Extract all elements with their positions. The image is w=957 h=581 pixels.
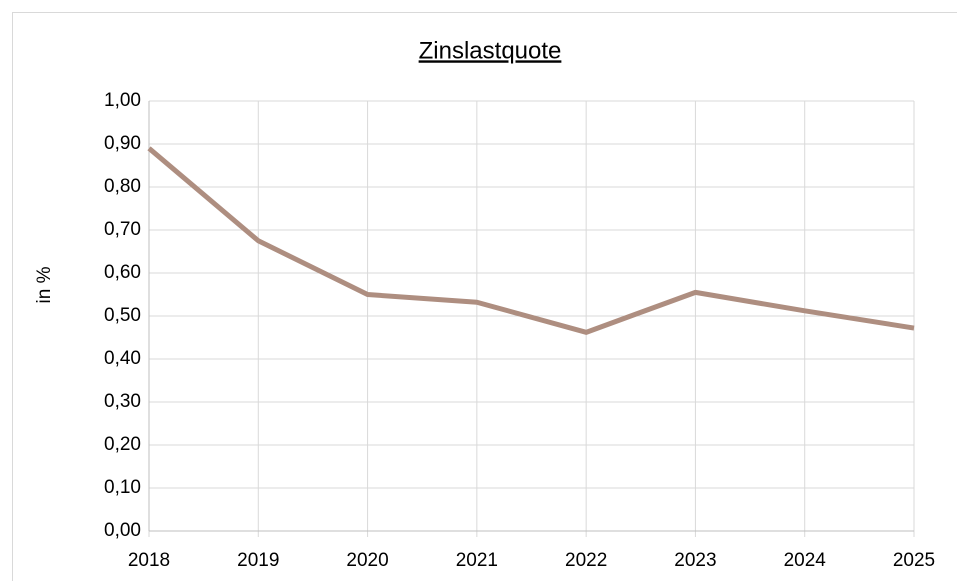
x-tick-label: 2024	[784, 550, 827, 571]
y-tick-label: 0,50	[104, 305, 141, 326]
y-tick-label: 0,00	[104, 520, 141, 541]
y-tick-label: 0,40	[104, 348, 141, 369]
x-tick-label: 2018	[128, 550, 170, 571]
chart-frame	[12, 12, 957, 581]
x-tick-label: 2025	[893, 550, 935, 571]
y-tick-label: 0,20	[104, 434, 141, 455]
y-tick-label: 0,60	[104, 262, 141, 283]
y-tick-label: 0,90	[104, 133, 141, 154]
y-tick-label: 0,10	[104, 477, 141, 498]
y-axis-label: in %	[34, 266, 55, 303]
x-tick-label: 2023	[674, 550, 716, 571]
x-tick-label: 2020	[346, 550, 388, 571]
y-tick-label: 0,80	[104, 176, 141, 197]
y-tick-label: 0,30	[104, 391, 141, 412]
y-tick-label: 0,70	[104, 219, 141, 240]
chart-title: Zinslastquote	[419, 37, 562, 64]
data-line	[147, 146, 915, 335]
y-tick-label: 1,00	[104, 90, 141, 111]
x-tick-label: 2019	[237, 550, 279, 571]
x-tick-label: 2022	[565, 550, 607, 571]
x-tick-label: 2021	[456, 550, 498, 571]
